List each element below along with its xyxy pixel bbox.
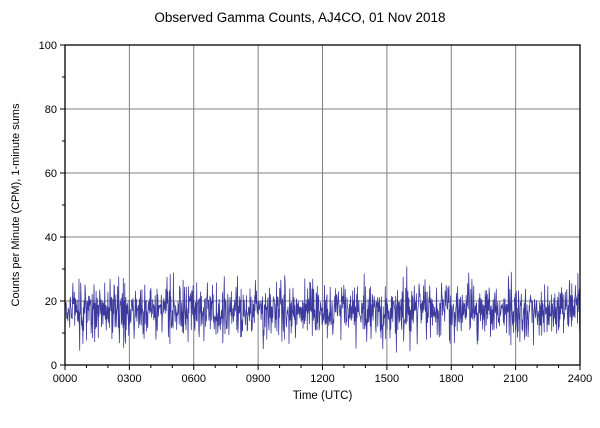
- x-tick-label: 2400: [568, 373, 592, 385]
- y-tick-label: 0: [51, 360, 57, 372]
- x-tick-label: 0000: [53, 373, 77, 385]
- y-tick-label: 40: [45, 232, 57, 244]
- x-tick-label: 0600: [182, 373, 206, 385]
- x-tick-label: 2100: [503, 373, 527, 385]
- y-tick-label: 60: [45, 168, 57, 180]
- x-tick-label: 1200: [310, 373, 334, 385]
- y-tick-label: 80: [45, 104, 57, 116]
- chart-title: Observed Gamma Counts, AJ4CO, 01 Nov 201…: [154, 10, 446, 25]
- x-axis-title: Time (UTC): [292, 390, 353, 402]
- x-tick-label: 1800: [439, 373, 463, 385]
- data-series-line: [64, 266, 581, 353]
- y-tick-label: 100: [39, 40, 57, 52]
- x-tick-label: 0300: [117, 373, 141, 385]
- x-tick-label: 1500: [375, 373, 399, 385]
- y-tick-label: 20: [45, 296, 57, 308]
- x-tick-label: 0900: [246, 373, 270, 385]
